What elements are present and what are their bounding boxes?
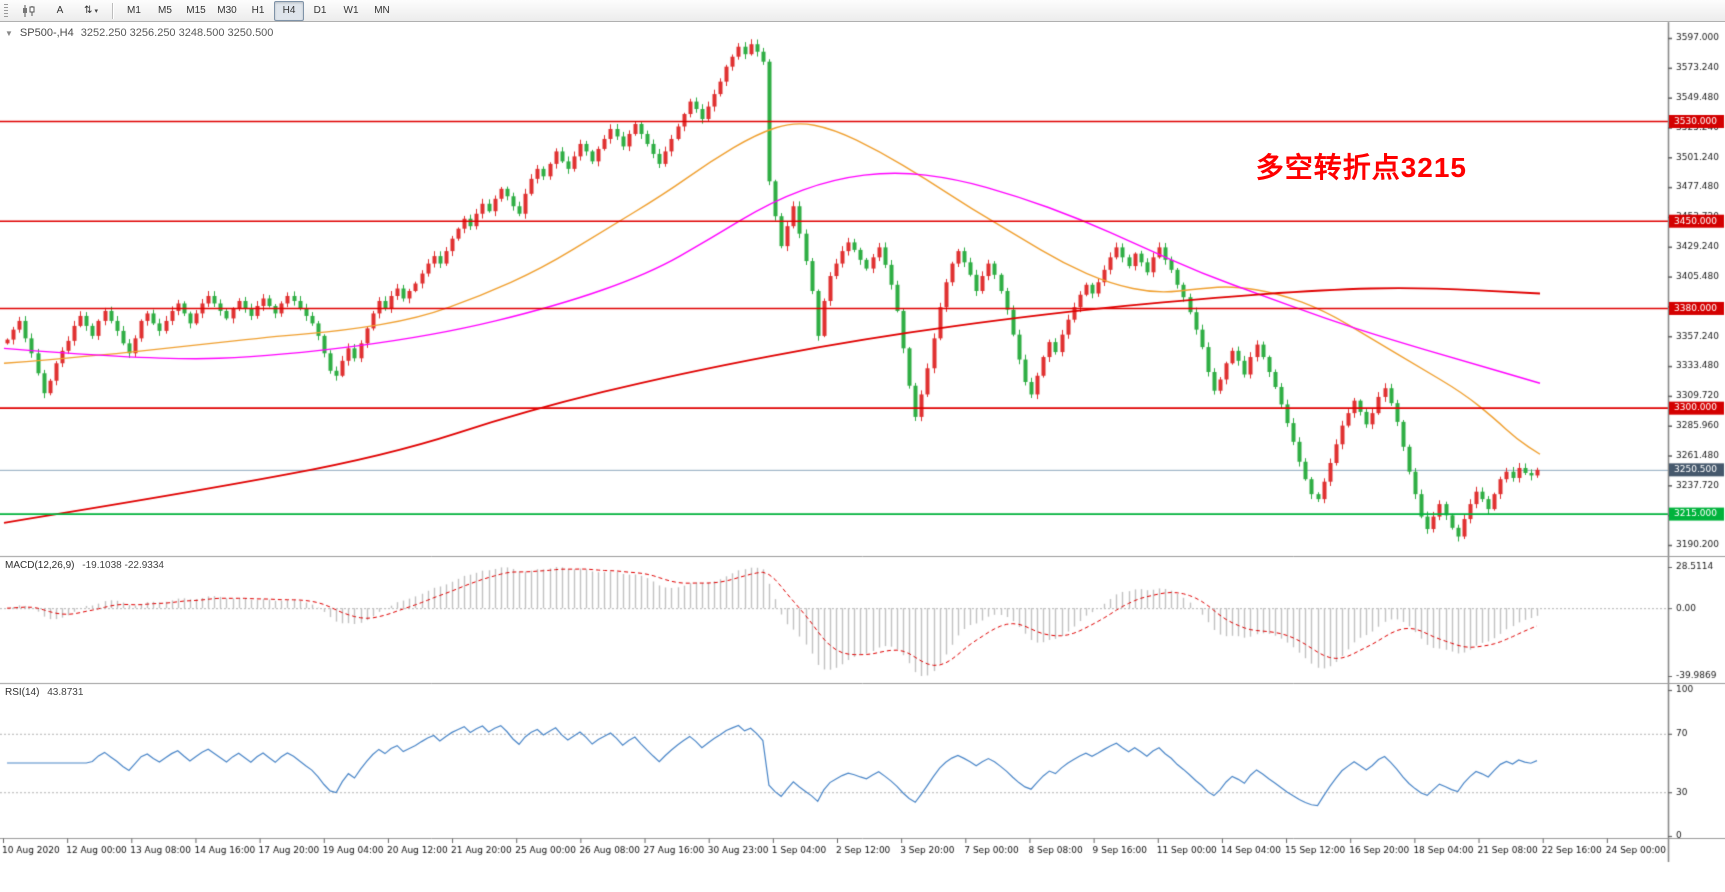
macd-label: MACD(12,26,9) -19.1038 -22.9334 bbox=[5, 560, 164, 571]
up-down-arrows-icon: ⇅ bbox=[84, 5, 93, 16]
text-annotation-button[interactable]: A bbox=[56, 5, 64, 16]
timeframe-button-m15[interactable]: M15 bbox=[186, 5, 206, 16]
timeframe-buttons: M1 M5 M15 M30 H1 H4 D1 W1 MN bbox=[119, 0, 397, 21]
timeframe-button-mn[interactable]: MN bbox=[374, 5, 390, 16]
cycle-arrows-button[interactable]: ⇅ ▾ bbox=[76, 1, 106, 21]
timeframe-button-m30[interactable]: M30 bbox=[217, 5, 237, 16]
macd-title: MACD(12,26,9) bbox=[5, 560, 75, 571]
toolbar-separator bbox=[112, 2, 113, 19]
rsi-label: RSI(14) 43.8731 bbox=[5, 687, 83, 698]
chart-title-bar: ▼ SP500-,H4 3252.250 3256.250 3248.500 3… bbox=[5, 27, 273, 39]
charts-toolbar-button[interactable] bbox=[14, 1, 44, 21]
collapse-triangle-icon[interactable]: ▼ bbox=[5, 28, 13, 38]
symbol-period-label: SP500-,H4 bbox=[19, 27, 74, 39]
candlestick-chart-icon bbox=[23, 4, 35, 17]
macd-values: -19.1038 -22.9334 bbox=[82, 560, 164, 571]
timeframe-button-d1[interactable]: D1 bbox=[313, 5, 327, 16]
timeframe-button-h1[interactable]: H1 bbox=[251, 5, 265, 16]
rsi-title: RSI(14) bbox=[5, 687, 40, 698]
rsi-value: 43.8731 bbox=[47, 687, 84, 698]
chart-annotation-text[interactable]: 多空转折点3215 bbox=[1255, 152, 1467, 183]
timeframe-button-h4[interactable]: H4 bbox=[274, 0, 304, 21]
timeframe-button-m1[interactable]: M1 bbox=[127, 5, 141, 16]
timeframe-button-m5[interactable]: M5 bbox=[158, 5, 172, 16]
toolbar: A ⇅ ▾ M1 M5 M15 M30 H1 H4 D1 W1 MN bbox=[0, 0, 1725, 22]
ohlc-quote-label: 3252.250 3256.250 3248.500 3250.500 bbox=[80, 27, 274, 39]
toolbar-grip[interactable] bbox=[4, 3, 8, 18]
timeframe-button-w1[interactable]: W1 bbox=[343, 5, 359, 16]
dropdown-caret-icon: ▾ bbox=[94, 7, 98, 15]
